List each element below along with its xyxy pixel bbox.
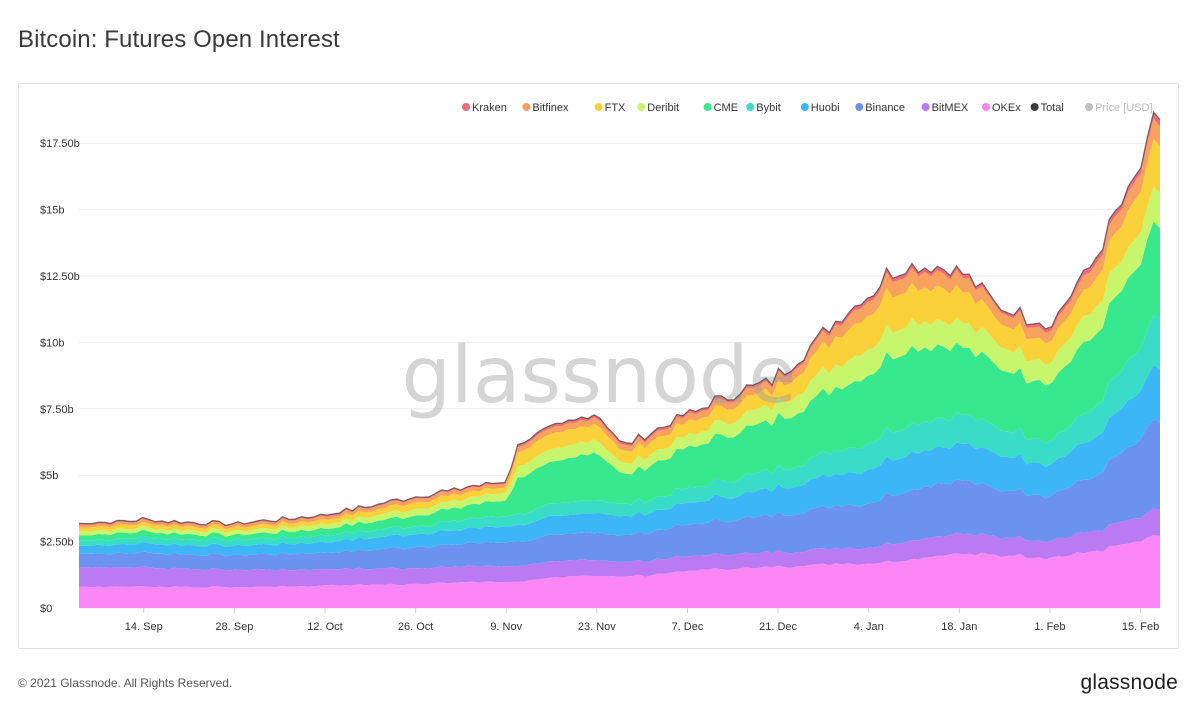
- legend-dot: [594, 103, 603, 111]
- y-tick-label: $2.50b: [40, 537, 74, 549]
- legend-label: Bitfinex: [532, 102, 569, 114]
- x-tick-label: 18. Jan: [941, 621, 977, 633]
- legend-dot: [522, 103, 531, 111]
- chart-panel: glassnode $0 $2.50b $5b $7.50b $10b $12.50b $1…: [18, 83, 1179, 649]
- area-binance[interactable]: [79, 419, 1160, 571]
- legend-dot: [855, 103, 864, 111]
- x-tick-label: 21. Dec: [759, 621, 797, 633]
- legend-dot: [921, 103, 930, 111]
- legend-dot: [462, 103, 470, 111]
- legend: Kraken Bitfinex FTX Deribit CME Bybit Huobi Bin…: [462, 102, 1153, 114]
- x-tick-label: 12. Oct: [307, 621, 342, 633]
- legend-label: Huobi: [811, 102, 840, 114]
- y-axis-ticks: $0 $2.50b $5b $7.50b $10b $12.50b $15b $17.50b: [40, 138, 80, 615]
- legend-dot: [1085, 103, 1094, 111]
- y-tick-label: $7.50b: [40, 404, 74, 416]
- legend-dot: [1030, 103, 1039, 111]
- area-okex[interactable]: [79, 535, 1160, 608]
- legend-item-bybit[interactable]: Bybit: [746, 102, 781, 114]
- y-tick-label: $15b: [40, 205, 64, 217]
- legend-dot: [800, 103, 809, 111]
- area-bitfinex[interactable]: [79, 118, 1160, 529]
- legend-item-bitfinex[interactable]: Bitfinex: [522, 102, 569, 114]
- x-tick-label: 26. Oct: [398, 621, 433, 633]
- x-tick-label: 28. Sep: [215, 621, 253, 633]
- x-tick-label: 23. Nov: [578, 621, 616, 633]
- legend-item-okex[interactable]: OKEx: [982, 102, 1021, 114]
- legend-label: Total: [1041, 102, 1064, 114]
- x-tick-label: 7. Dec: [672, 621, 704, 633]
- legend-label: CME: [714, 102, 738, 114]
- legend-item-huobi[interactable]: Huobi: [800, 102, 840, 114]
- legend-label: FTX: [605, 102, 626, 114]
- legend-item-total[interactable]: Total: [1030, 102, 1064, 114]
- series-areas: [79, 112, 1160, 608]
- open-interest-chart: glassnode $0 $2.50b $5b $7.50b $10b $12.50b $1…: [40, 102, 1161, 633]
- legend-dot: [982, 103, 990, 111]
- legend-label: Bybit: [756, 102, 780, 114]
- legend-item-ftx[interactable]: FTX: [594, 102, 626, 114]
- glassnode-logo[interactable]: glassnode: [1080, 671, 1178, 694]
- legend-item-binance[interactable]: Binance: [855, 102, 905, 114]
- legend-dot: [703, 103, 712, 111]
- x-tick-label: 15. Feb: [1122, 621, 1159, 633]
- area-bybit[interactable]: [79, 315, 1160, 547]
- y-tick-label: $12.50b: [40, 271, 80, 283]
- total-line-layer: [78, 110, 1161, 526]
- legend-label: Deribit: [647, 102, 679, 114]
- area-ftx[interactable]: [79, 139, 1160, 533]
- watermark: glassnode: [402, 331, 797, 421]
- legend-item-cme[interactable]: CME: [703, 102, 738, 114]
- x-tick-label: 9. Nov: [490, 621, 522, 633]
- legend-item-price-usd[interactable]: Price [USD]: [1085, 102, 1153, 114]
- legend-label: BitMEX: [932, 102, 969, 114]
- legend-dot: [746, 103, 755, 111]
- area-deribit[interactable]: [79, 186, 1160, 537]
- legend-dot: [637, 103, 646, 111]
- area-huobi[interactable]: [79, 365, 1160, 557]
- y-tick-label: $10b: [40, 337, 64, 349]
- legend-label: Kraken: [472, 102, 507, 114]
- total-line[interactable]: [78, 110, 1161, 526]
- y-tick-label: $17.50b: [40, 138, 80, 150]
- area-cme[interactable]: [79, 221, 1160, 542]
- copyright-text: © 2021 Glassnode. All Rights Reserved.: [18, 676, 233, 690]
- y-tick-label: $0: [40, 603, 52, 615]
- y-tick-label: $5b: [40, 470, 58, 482]
- legend-label: Binance: [865, 102, 905, 114]
- x-tick-label: 14. Sep: [125, 621, 163, 633]
- area-bitmex[interactable]: [79, 508, 1160, 588]
- page-title: Bitcoin: Futures Open Interest: [18, 26, 340, 53]
- legend-label: Price [USD]: [1095, 102, 1152, 114]
- legend-item-kraken[interactable]: Kraken: [462, 102, 507, 114]
- x-axis-ticks: 14. Sep 28. Sep 12. Oct 26. Oct 9. Nov 23. No…: [125, 608, 1159, 633]
- x-tick-label: 1. Feb: [1034, 621, 1065, 633]
- legend-label: OKEx: [992, 102, 1021, 114]
- x-tick-label: 4. Jan: [854, 621, 884, 633]
- legend-item-bitmex[interactable]: BitMEX: [921, 102, 969, 114]
- legend-item-deribit[interactable]: Deribit: [637, 102, 679, 114]
